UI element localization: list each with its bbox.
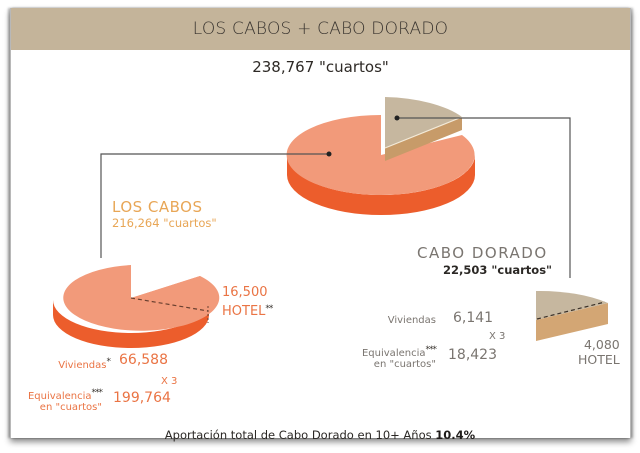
connector-cabo-dorado (394, 115, 571, 278)
connector-los-cabos (100, 151, 332, 258)
hotel-footnote-marker: ** (265, 304, 273, 314)
los-cabos-equiv-label: Equivalencia*** en "cuartos" (10, 388, 103, 413)
cabo-dorado-pie (536, 290, 608, 341)
cabo-dorado-title: CABO DORADO (417, 244, 548, 262)
equiv-label-line1: Equivalencia (27, 391, 92, 402)
los-cabos-hotel-value: 16,500 (222, 285, 268, 300)
cabo-dorado-viviendas-value: 6,141 (453, 310, 494, 326)
viviendas-label: Viviendas (58, 360, 107, 371)
header-banner: LOS CABOS + CABO DORADO (11, 8, 630, 50)
los-cabos-viviendas-label: Viviendas* (30, 357, 111, 371)
caption-text: Aportación total de Cabo Dorado en 10+ A… (164, 428, 436, 442)
page-title: LOS CABOS + CABO DORADO (192, 19, 449, 39)
los-cabos-hotel-label: HOTEL (222, 304, 266, 319)
los-cabos-subtitle: 216,264 "cuartos" (112, 216, 217, 230)
los-cabos-slice (286, 114, 475, 195)
main-pie (286, 97, 475, 215)
total-rooms: 238,767 "cuartos" (252, 58, 389, 76)
los-cabos-viviendas-value: 66,588 (119, 352, 168, 368)
los-cabos-hotel: 16,500 HOTEL** (222, 285, 273, 320)
cabo-dorado-hotel-value: 4,080 (583, 337, 620, 352)
cabo-dorado-hotel: 4,080 HOTEL (578, 337, 620, 367)
equiv-footnote-marker: *** (425, 345, 437, 355)
los-cabos-multiplier: X 3 (161, 376, 178, 387)
cabo-dorado-equiv-value: 18,423 (448, 347, 497, 363)
equiv-footnote-marker: *** (91, 388, 103, 398)
infographic-frame: LOS CABOS + CABO DORADO 238,767 "cuartos… (10, 8, 631, 438)
cabo-dorado-viviendas-label: Viviendas (387, 315, 436, 326)
los-cabos-pie (53, 265, 220, 348)
viviendas-footnote-marker: * (106, 357, 111, 367)
equiv-label-line1: Equivalencia (361, 348, 426, 359)
equiv-label-line2: en "cuartos" (39, 402, 102, 413)
cabo-dorado-multiplier: X 3 (489, 331, 506, 342)
caption-percentage: 10.4% (435, 428, 476, 442)
los-cabos-title: LOS CABOS (112, 198, 203, 216)
cabo-dorado-subtitle: 22,503 "cuartos" (443, 263, 553, 277)
cabo-dorado-equiv-label: Equivalencia*** en "cuartos" (346, 345, 437, 370)
contribution-caption: Aportación total de Cabo Dorado en 10+ A… (0, 428, 640, 442)
cabo-dorado-hotel-label: HOTEL (578, 352, 620, 367)
cabo-dorado-slice (384, 97, 463, 161)
los-cabos-equiv-value: 199,764 (113, 390, 171, 406)
equiv-label-line2: en "cuartos" (373, 359, 436, 370)
